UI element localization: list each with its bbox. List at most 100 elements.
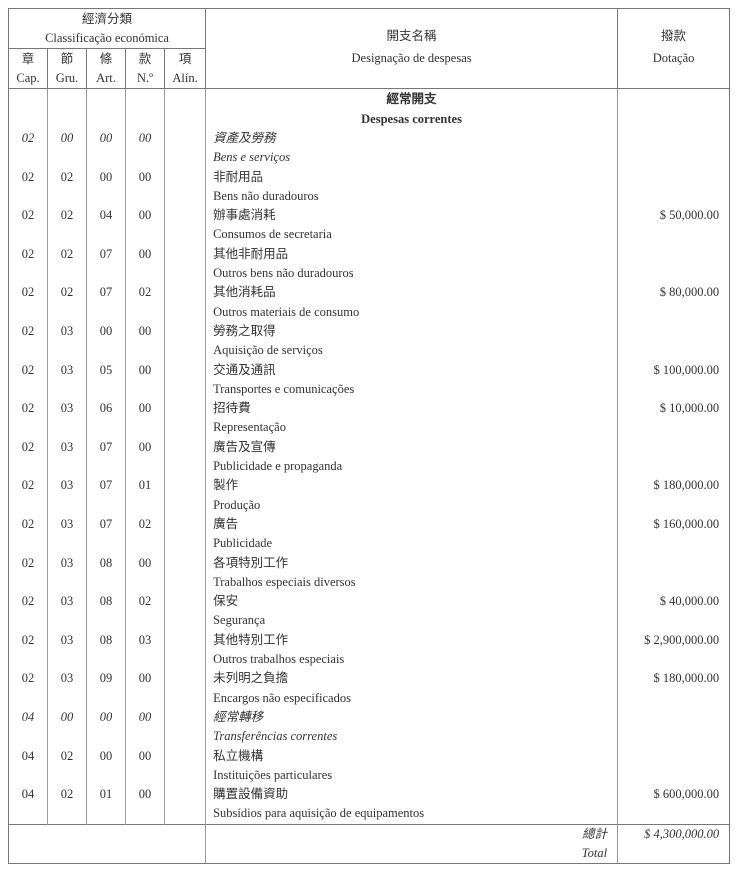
table-row: 02 02 04 00 辦事處消耗 Consumos de secretaria $ 50,… — [8, 206, 731, 245]
code-cap: 04 — [8, 746, 48, 786]
code-art: 07 — [86, 514, 126, 554]
designation-header: 開支名稱 Designação de despesas — [205, 8, 619, 89]
code-no: 00 — [125, 321, 165, 361]
designation-zh: 開支名稱 — [386, 29, 437, 43]
table-row: 02 03 09 00 未列明之負擔 Encargos não especificados… — [8, 669, 731, 708]
designation-cell: 製作 Produção — [205, 476, 618, 515]
code-no: 02 — [125, 514, 165, 554]
code-gru: 03 — [47, 476, 87, 515]
table-row: 04 02 01 00 購置設備資助 Subsídios para aquisição d… — [8, 785, 731, 825]
code-cap: 02 — [8, 321, 48, 361]
designation-pt: Bens não duradouros — [213, 188, 319, 203]
code-no: 00 — [125, 167, 165, 207]
column-header: 項 Alín. — [163, 48, 207, 89]
amount-cell: $ 10,000.00 — [617, 399, 731, 438]
code-art: 08 — [86, 553, 126, 593]
code-gru: 03 — [47, 630, 87, 670]
code-gru: 02 — [47, 244, 87, 284]
designation-cell: 經常轉移 Transferências correntes — [205, 707, 618, 747]
table-row: 02 03 07 01 製作 Produção $ 180,000.00 — [8, 476, 731, 515]
code-no: 00 — [125, 437, 165, 477]
designation-cell: 未列明之負擔 Encargos não especificados — [205, 669, 618, 708]
designation-zh: 經常轉移 — [213, 709, 264, 724]
table-row: 02 03 07 00 廣告及宣傳 Publicidade e propaganda — [8, 437, 731, 477]
designation-pt: Consumos de secretaria — [213, 227, 332, 242]
code-art: 06 — [86, 399, 126, 438]
designation-zh: 各項特別工作 — [213, 555, 289, 570]
column-header-zh: 節 — [60, 52, 74, 66]
column-header-pt: Gru. — [55, 71, 79, 85]
code-gru: 03 — [47, 669, 87, 708]
designation-cell: 廣告及宣傳 Publicidade e propaganda — [205, 437, 618, 477]
designation-pt: Aquisição de serviços — [213, 343, 323, 358]
designation-pt: Instituições particulares — [213, 767, 333, 782]
classification-header: 經濟分類 Classificação económica — [7, 8, 207, 49]
designation-cell: 私立機構 Instituições particulares — [205, 746, 618, 786]
designation-pt: Encargos não especificados — [213, 690, 351, 705]
designation-zh: 購置設備資助 — [213, 787, 289, 802]
table-row: 04 00 00 00 經常轉移 Transferências correntes — [8, 707, 731, 747]
designation-pt: Produção — [213, 497, 261, 512]
code-art: 00 — [86, 707, 126, 747]
code-art: 01 — [86, 785, 126, 825]
amount-cell — [617, 244, 731, 284]
amount-cell — [617, 746, 731, 786]
amount-cell: $ 180,000.00 — [617, 476, 731, 515]
designation-zh: 其他特別工作 — [213, 632, 289, 647]
code-no: 00 — [125, 206, 165, 245]
column-header-zh: 款 — [138, 52, 152, 66]
code-no: 00 — [125, 669, 165, 708]
code-cap: 02 — [8, 206, 48, 245]
designation-zh: 交通及通訊 — [213, 362, 276, 377]
code-cap: 04 — [8, 785, 48, 825]
amount-cell — [617, 167, 731, 207]
column-header-zh: 條 — [99, 52, 113, 66]
code-gru: 03 — [47, 553, 87, 593]
code-art: 05 — [86, 360, 126, 400]
dotation-header: 撥款 Dotação — [617, 8, 731, 89]
classification-zh: 經濟分類 — [82, 12, 133, 26]
code-cap: 02 — [8, 592, 48, 631]
table-row: 02 03 05 00 交通及通訊 Transportes e comunicações $… — [8, 360, 731, 400]
designation-cell: 其他非耐用品 Outros bens não duradouros — [205, 244, 618, 284]
code-gru: 03 — [47, 437, 87, 477]
designation-zh: 其他消耗品 — [213, 285, 276, 300]
amount-cell: $ 180,000.00 — [617, 669, 731, 708]
code-no: 01 — [125, 476, 165, 515]
code-cap: 02 — [8, 129, 48, 168]
table-row: 02 00 00 00 資產及勞務 Bens e serviços — [8, 129, 731, 168]
code-no: 00 — [125, 553, 165, 593]
code-gru: 03 — [47, 321, 87, 361]
code-gru: 03 — [47, 399, 87, 438]
designation-cell: 辦事處消耗 Consumos de secretaria — [205, 206, 618, 245]
total-label-zh: 總計 — [582, 826, 608, 841]
table-row: 02 03 08 00 各項特別工作 Trabalhos especiais divers… — [8, 553, 731, 593]
code-cap: 04 — [8, 707, 48, 747]
amount-cell: $ 160,000.00 — [617, 514, 731, 554]
column-header-zh: 項 — [178, 52, 192, 66]
code-no: 03 — [125, 630, 165, 670]
amount-cell: $ 2,900,000.00 — [617, 630, 731, 670]
total-amount: $ 4,300,000.00 — [617, 823, 731, 864]
code-art: 07 — [86, 437, 126, 477]
designation-cell: 保安 Segurança — [205, 592, 618, 631]
section-title: 經常開支 Despesas correntes — [205, 88, 618, 129]
code-art: 04 — [86, 206, 126, 245]
code-cap: 02 — [8, 669, 48, 708]
designation-cell: 非耐用品 Bens não duradouros — [205, 167, 618, 207]
dotation-zh: 撥款 — [661, 29, 687, 43]
dotation-pt: Dotação — [652, 51, 695, 65]
code-gru: 03 — [47, 592, 87, 631]
designation-zh: 廣告 — [213, 516, 239, 531]
designation-zh: 資產及勞務 — [213, 131, 276, 145]
code-no: 02 — [125, 283, 165, 322]
section-title-zh: 經常開支 — [386, 92, 437, 106]
code-cap: 02 — [8, 244, 48, 284]
code-art: 00 — [86, 746, 126, 786]
code-art: 07 — [86, 476, 126, 515]
amount-cell — [617, 553, 731, 593]
designation-pt: Subsídios para aquisição de equipamentos — [213, 806, 425, 821]
code-art: 08 — [86, 630, 126, 670]
code-gru: 02 — [47, 283, 87, 322]
code-gru: 02 — [47, 206, 87, 245]
